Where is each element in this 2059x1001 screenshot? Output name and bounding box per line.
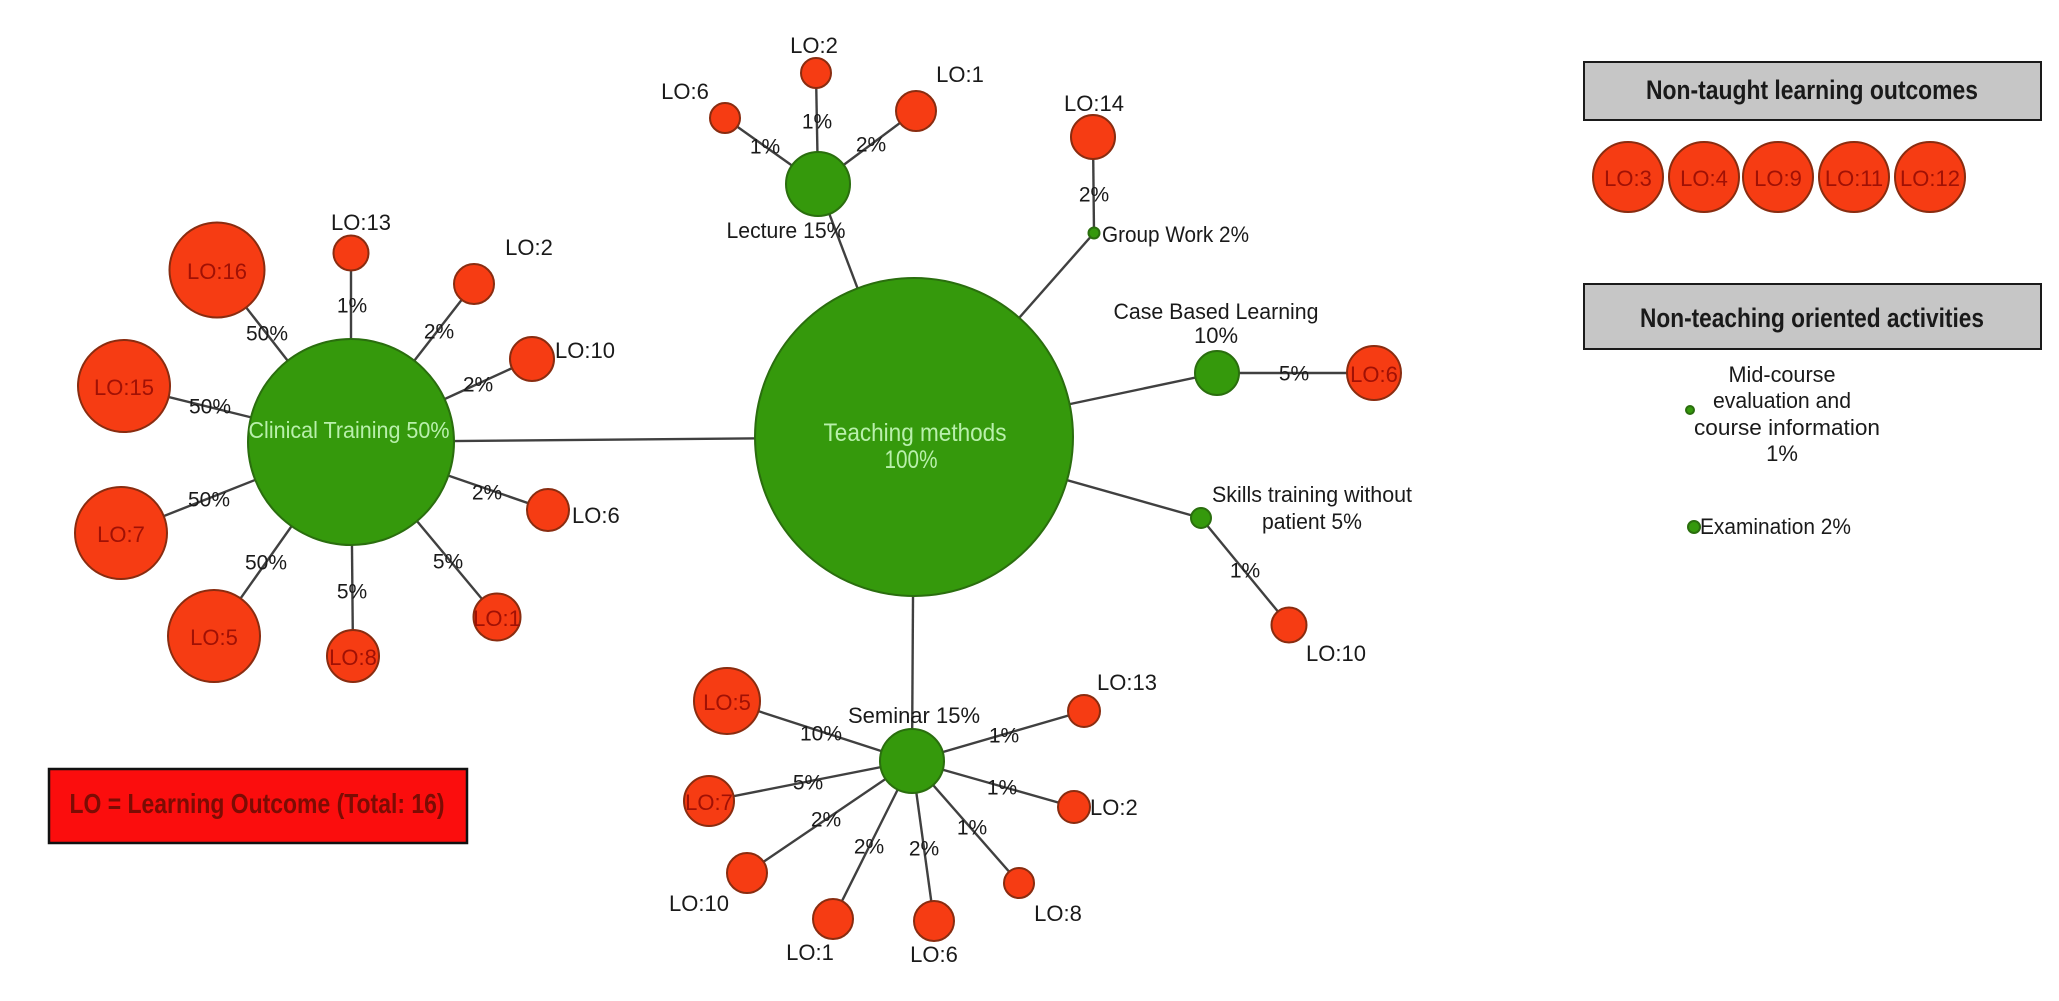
svg-text:1%: 1% [957, 816, 987, 839]
svg-text:2%: 2% [811, 808, 841, 831]
svg-text:50%: 50% [245, 551, 287, 574]
svg-text:LO:1: LO:1 [936, 62, 984, 87]
svg-text:1%: 1% [987, 776, 1017, 799]
svg-text:100%: 100% [885, 446, 938, 474]
svg-text:LO:10: LO:10 [669, 891, 729, 916]
svg-text:50%: 50% [246, 322, 288, 345]
svg-text:10%: 10% [1194, 323, 1238, 348]
svg-text:2%: 2% [424, 320, 454, 343]
svg-text:LO:2: LO:2 [1090, 795, 1138, 820]
svg-text:Seminar 15%: Seminar 15% [848, 703, 980, 728]
svg-text:5%: 5% [337, 580, 367, 603]
svg-text:1%: 1% [802, 110, 832, 133]
svg-text:LO:9: LO:9 [1754, 166, 1802, 191]
svg-text:Teaching methods: Teaching methods [824, 419, 1007, 447]
svg-text:10%: 10% [800, 722, 842, 745]
svg-text:50%: 50% [189, 395, 231, 418]
svg-text:5%: 5% [793, 771, 823, 794]
svg-text:LO:6: LO:6 [910, 942, 958, 967]
svg-text:LO:7: LO:7 [97, 522, 145, 547]
svg-text:2%: 2% [1079, 183, 1109, 206]
svg-text:Examination 2%: Examination 2% [1700, 514, 1851, 539]
svg-text:5%: 5% [433, 550, 463, 573]
svg-text:LO:10: LO:10 [1306, 641, 1366, 666]
svg-text:LO:10: LO:10 [555, 338, 615, 363]
svg-text:Group Work 2%: Group Work 2% [1102, 222, 1249, 247]
svg-text:course information: course information [1694, 415, 1880, 440]
svg-text:LO:13: LO:13 [331, 210, 391, 235]
svg-text:LO:4: LO:4 [1680, 166, 1728, 191]
svg-text:LO:1: LO:1 [786, 940, 834, 965]
svg-text:Non-teaching oriented activiti: Non-teaching oriented activities [1640, 303, 1984, 333]
svg-text:Skills training without: Skills training without [1212, 482, 1412, 507]
svg-text:50%: 50% [188, 488, 230, 511]
svg-text:patient 5%: patient 5% [1262, 509, 1362, 534]
svg-text:Clinical Training 50%: Clinical Training 50% [249, 417, 450, 443]
svg-text:Mid-course: Mid-course [1729, 362, 1836, 387]
svg-text:LO:12: LO:12 [1900, 166, 1960, 191]
svg-text:LO:8: LO:8 [1034, 901, 1082, 926]
svg-text:LO:7: LO:7 [685, 790, 733, 815]
svg-text:2%: 2% [854, 835, 884, 858]
svg-text:LO:15: LO:15 [94, 375, 154, 400]
svg-text:1%: 1% [1766, 441, 1798, 466]
svg-text:5%: 5% [1279, 362, 1309, 385]
svg-text:1%: 1% [989, 724, 1019, 747]
svg-text:1%: 1% [1230, 559, 1260, 582]
svg-text:LO:11: LO:11 [1825, 166, 1883, 191]
svg-text:Lecture 15%: Lecture 15% [727, 218, 846, 243]
svg-text:LO:5: LO:5 [190, 625, 238, 650]
svg-text:1%: 1% [750, 135, 780, 158]
svg-text:LO:14: LO:14 [1064, 91, 1124, 116]
svg-text:LO:13: LO:13 [1097, 670, 1157, 695]
svg-text:LO:2: LO:2 [790, 33, 838, 58]
svg-text:Case Based Learning: Case Based Learning [1114, 299, 1319, 324]
svg-text:evaluation and: evaluation and [1713, 388, 1851, 413]
svg-text:LO:16: LO:16 [187, 259, 247, 284]
svg-text:LO = Learning Outcome (Total:: LO = Learning Outcome (Total: 16) [70, 788, 445, 819]
svg-text:LO:6: LO:6 [661, 79, 709, 104]
svg-text:Non-taught learning outcomes: Non-taught learning outcomes [1646, 75, 1978, 105]
svg-text:LO:8: LO:8 [329, 645, 377, 670]
svg-text:2%: 2% [909, 837, 939, 860]
svg-text:2%: 2% [463, 373, 493, 396]
svg-text:1%: 1% [337, 294, 367, 317]
svg-text:LO:6: LO:6 [1350, 362, 1398, 387]
svg-text:LO:1: LO:1 [473, 606, 521, 631]
svg-text:LO:3: LO:3 [1604, 166, 1652, 191]
svg-text:LO:5: LO:5 [703, 690, 751, 715]
svg-text:2%: 2% [472, 481, 502, 504]
svg-text:2%: 2% [856, 133, 886, 156]
svg-text:LO:2: LO:2 [505, 235, 553, 260]
svg-text:LO:6: LO:6 [572, 503, 620, 528]
